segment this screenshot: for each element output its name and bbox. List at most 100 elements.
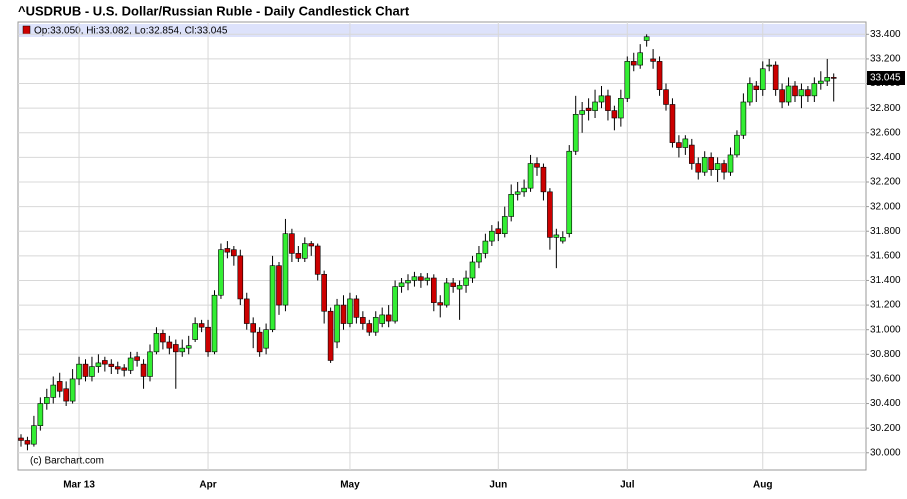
y-tick-label: 33.200 — [870, 54, 901, 65]
candle-body — [63, 388, 69, 402]
candle-body — [353, 298, 360, 318]
x-tick-label: Apr — [199, 480, 216, 491]
candle-body — [572, 114, 579, 152]
candle-body — [792, 85, 798, 97]
candle-body — [501, 216, 508, 234]
last-price-box — [867, 71, 905, 85]
candle-body — [179, 347, 186, 353]
candle-body — [676, 142, 682, 148]
candle-body — [559, 237, 566, 242]
candle-body — [295, 253, 302, 259]
candle-body — [166, 341, 173, 349]
last-price-label: 33.045 — [870, 73, 901, 84]
candle-body — [411, 276, 418, 281]
candle-body — [779, 89, 785, 103]
candle-body — [430, 277, 437, 303]
candle-body — [231, 249, 237, 257]
candle-body — [211, 294, 218, 353]
candle-body — [69, 378, 76, 402]
candle-body — [314, 245, 321, 275]
candle-body — [805, 89, 811, 97]
candle-body — [759, 68, 766, 90]
candle-body — [734, 134, 740, 156]
x-tick-label: Aug — [753, 480, 772, 491]
candle-body — [643, 36, 650, 41]
candle-body — [321, 274, 327, 312]
candle-body — [450, 282, 456, 287]
candle-body — [747, 83, 753, 103]
candle-body — [198, 323, 205, 328]
candle-body — [495, 228, 502, 234]
candle-body — [140, 363, 147, 377]
candle-body — [688, 144, 695, 164]
candle-body — [630, 61, 637, 66]
candle-body — [347, 298, 353, 324]
candle-body — [424, 277, 431, 281]
candle-body — [82, 363, 89, 377]
y-tick-label: 30.400 — [870, 398, 901, 409]
candle-body — [772, 64, 779, 90]
candle-body — [540, 166, 547, 193]
candle-body — [250, 323, 256, 333]
candle-body — [547, 191, 553, 238]
y-tick-label: 32.200 — [870, 177, 901, 188]
candle-body — [102, 360, 108, 365]
candle-body — [269, 265, 276, 330]
y-tick-label: 30.600 — [870, 374, 901, 385]
y-tick-label: 31.200 — [870, 300, 901, 311]
candle-body — [463, 277, 469, 286]
candle-body — [798, 89, 805, 97]
candle-body — [476, 253, 482, 263]
candle-body — [121, 367, 127, 371]
candle-body — [301, 243, 308, 259]
candle-body — [289, 233, 295, 254]
candle-body — [721, 163, 727, 173]
candle-body — [585, 107, 592, 111]
y-tick-label: 30.200 — [870, 423, 901, 434]
x-tick-label: Jul — [620, 480, 635, 491]
candle-body — [650, 58, 656, 62]
y-tick-label: 31.800 — [870, 226, 901, 237]
candle-body — [185, 345, 192, 349]
candle-body — [134, 356, 140, 361]
candle-body — [489, 230, 495, 242]
candle-body — [714, 163, 721, 170]
candle-body — [482, 240, 489, 254]
candle-body — [405, 280, 411, 284]
candle-body — [127, 357, 134, 371]
candle-body — [340, 304, 347, 324]
candle-body — [521, 187, 527, 193]
y-tick-label: 31.600 — [870, 250, 901, 261]
candle-body — [824, 77, 831, 82]
candle-body — [682, 138, 689, 148]
candle-body — [218, 249, 224, 296]
candle-body — [611, 110, 618, 119]
info-bar — [19, 24, 865, 37]
candle-body — [766, 64, 773, 67]
candle-body — [753, 85, 760, 90]
candle-body — [276, 265, 282, 306]
candle-body — [624, 61, 631, 99]
candle-body — [256, 331, 263, 353]
candle-body — [379, 314, 386, 324]
candle-body — [108, 363, 115, 367]
candle-body — [24, 440, 31, 445]
candle-body — [372, 317, 379, 333]
candle-body — [173, 344, 179, 353]
candle-body — [418, 276, 424, 281]
candle-body — [282, 233, 289, 306]
candle-body — [398, 282, 405, 287]
candle-body — [392, 286, 398, 322]
candle-body — [192, 323, 198, 340]
candle-body — [153, 333, 160, 353]
candle-body — [37, 403, 44, 426]
candle-body — [437, 302, 444, 306]
candle-body — [360, 317, 366, 324]
candle-body — [663, 89, 669, 105]
candle-body — [566, 150, 573, 234]
candle-body — [534, 163, 540, 168]
candle-body — [243, 298, 250, 324]
candle-body — [31, 425, 37, 445]
candle-body — [76, 363, 82, 380]
candle-body — [327, 310, 334, 361]
